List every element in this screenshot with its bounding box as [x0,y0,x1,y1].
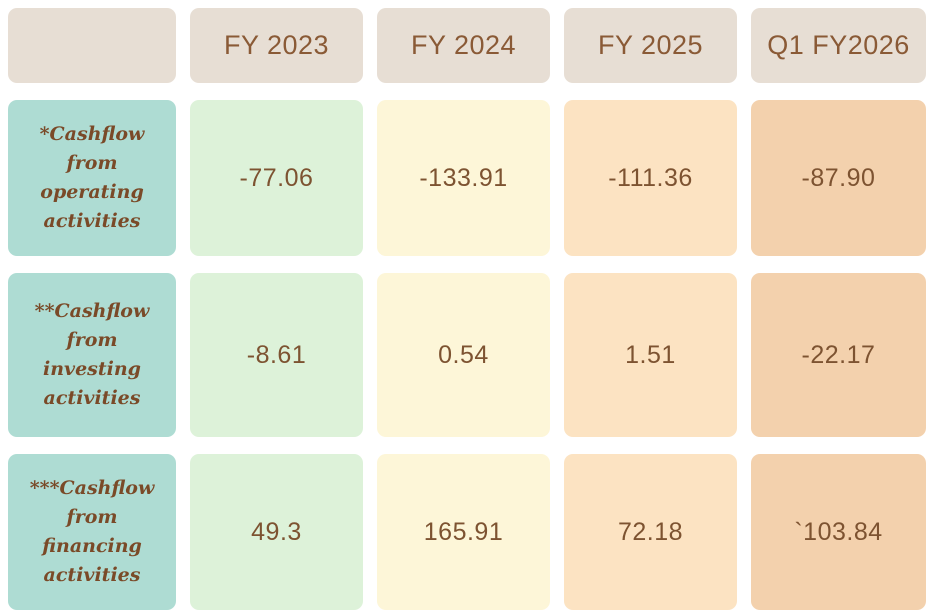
value-investing-fy2025: 1.51 [564,273,737,437]
row-label-financing: ***Cashflow from financing activities [8,454,176,610]
column-header-fy2023: FY 2023 [190,8,363,83]
value-investing-fy2023: -8.61 [190,273,363,437]
value-investing-q1fy2026: -22.17 [751,273,926,437]
value-financing-fy2025: 72.18 [564,454,737,610]
value-operating-q1fy2026: -87.90 [751,100,926,256]
value-financing-fy2024: 165.91 [377,454,550,610]
value-operating-fy2025: -111.36 [564,100,737,256]
value-operating-fy2023: -77.06 [190,100,363,256]
column-header-fy2025: FY 2025 [564,8,737,83]
value-investing-fy2024: 0.54 [377,273,550,437]
column-header-fy2024: FY 2024 [377,8,550,83]
row-label-investing: **Cashflow from investing activities [8,273,176,437]
cashflow-table: FY 2023 FY 2024 FY 2025 Q1 FY2026 *Cashf… [8,8,926,610]
row-label-operating: *Cashflow from operating activities [8,100,176,256]
column-header-q1fy2026: Q1 FY2026 [751,8,926,83]
value-financing-fy2023: 49.3 [190,454,363,610]
value-financing-q1fy2026: `103.84 [751,454,926,610]
corner-cell [8,8,176,83]
value-operating-fy2024: -133.91 [377,100,550,256]
